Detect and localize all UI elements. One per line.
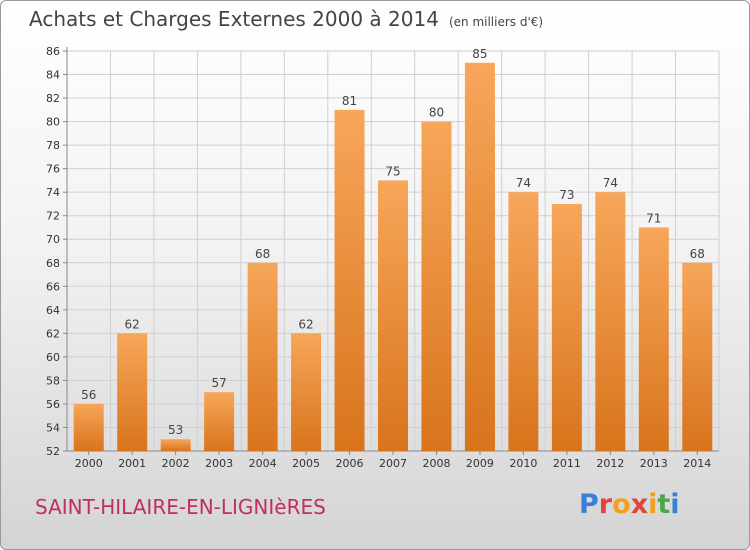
x-tick-label: 2002 <box>162 457 190 470</box>
bar-2011 <box>551 203 582 451</box>
y-tick-label: 56 <box>46 398 60 411</box>
x-tick-label: 2008 <box>422 457 450 470</box>
y-tick-label: 82 <box>46 92 60 105</box>
bar-2002 <box>160 439 191 451</box>
bar-value-label: 74 <box>603 176 618 190</box>
bar-value-label: 62 <box>125 317 140 331</box>
chart-title-text: Achats et Charges Externes 2000 à 2014 <box>29 7 439 31</box>
y-tick-label: 68 <box>46 257 60 270</box>
bar-2005 <box>291 333 322 451</box>
y-tick-label: 52 <box>46 445 60 458</box>
x-tick-label: 2004 <box>249 457 277 470</box>
logo-letter: i <box>670 489 680 520</box>
bar-value-label: 57 <box>211 376 226 390</box>
bar-value-label: 75 <box>385 164 400 178</box>
bar-2013 <box>638 227 669 451</box>
x-tick-label: 2006 <box>336 457 364 470</box>
bar-value-label: 81 <box>342 94 357 108</box>
x-tick-label: 2007 <box>379 457 407 470</box>
logo-letter: t <box>657 489 671 520</box>
chart-subtitle: (en milliers d'€) <box>448 15 544 29</box>
x-tick-label: 2013 <box>640 457 668 470</box>
data-labels: 56 62 53 57 68 62 81 75 80 85 74 73 74 71 68 <box>81 47 705 437</box>
bar-2008 <box>421 121 452 452</box>
y-tick-label: 72 <box>46 210 60 223</box>
bar-2007 <box>378 180 408 452</box>
y-tick-label: 76 <box>46 163 60 176</box>
town-name: SAINT-HILAIRE-EN-LIGNIèRES <box>35 495 326 519</box>
x-tick-label: 2003 <box>205 457 233 470</box>
y-tick-label: 84 <box>46 69 60 82</box>
bar-2006 <box>334 109 365 451</box>
bar-value-label: 62 <box>298 317 313 331</box>
x-tick-label: 2001 <box>118 457 146 470</box>
bar-value-label: 80 <box>429 106 444 120</box>
bar-2003 <box>204 392 235 451</box>
y-tick-label: 64 <box>46 304 60 317</box>
bar-2000 <box>73 403 104 451</box>
bar-2014 <box>682 262 713 451</box>
logo-letter: o <box>612 489 631 520</box>
x-tick-label: 2014 <box>683 457 711 470</box>
logo-letter: x <box>630 489 649 520</box>
bar-2010 <box>508 192 539 452</box>
bar-value-label: 68 <box>255 247 270 261</box>
y-tick-label: 58 <box>46 374 60 387</box>
bar-2004 <box>247 262 278 451</box>
proxiti-logo[interactable]: Proxiti <box>579 489 680 520</box>
y-tick-label: 60 <box>46 351 60 364</box>
y-tick-label: 66 <box>46 280 60 293</box>
bars <box>73 62 713 452</box>
y-tick-label: 62 <box>46 327 60 340</box>
x-tick-label: 2010 <box>509 457 537 470</box>
bar-2012 <box>595 192 626 452</box>
bar-2001 <box>117 333 148 451</box>
y-tick-label: 54 <box>46 421 60 434</box>
logo-letter: i <box>648 489 658 520</box>
x-tick-label: 2000 <box>75 457 103 470</box>
bar-value-label: 53 <box>168 423 183 437</box>
chart-title: Achats et Charges Externes 2000 à 2014 (e… <box>29 7 543 31</box>
y-tick-label: 78 <box>46 139 60 152</box>
y-tick-label: 74 <box>46 186 60 199</box>
bar-value-label: 85 <box>472 47 487 61</box>
y-tick-label: 86 <box>46 45 60 58</box>
bar-value-label: 71 <box>646 211 661 225</box>
logo-letter: r <box>598 489 613 520</box>
x-tick-label: 2011 <box>553 457 581 470</box>
bar-2009 <box>464 62 495 451</box>
bar-value-label: 68 <box>690 247 705 261</box>
x-tick-label: 2005 <box>292 457 320 470</box>
bar-value-label: 74 <box>516 176 531 190</box>
x-tick-label: 2009 <box>466 457 494 470</box>
y-tick-label: 80 <box>46 116 60 129</box>
bar-value-label: 73 <box>559 188 574 202</box>
bar-value-label: 56 <box>81 388 96 402</box>
logo-letter: P <box>579 489 599 520</box>
y-tick-label: 70 <box>46 233 60 246</box>
x-tick-label: 2012 <box>596 457 624 470</box>
